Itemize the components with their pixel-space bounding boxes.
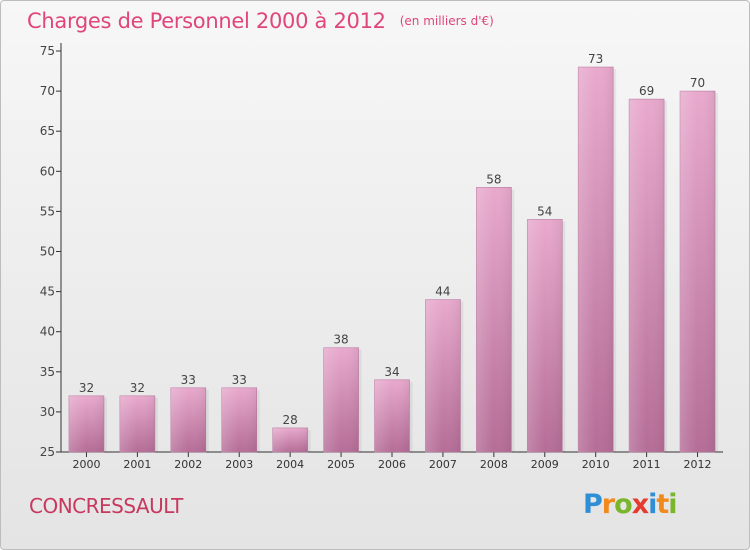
bar-value-label: 58 [486, 172, 501, 186]
bar-value-label: 32 [130, 381, 145, 395]
chart-title: Charges de Personnel 2000 à 2012 (en mill… [27, 9, 494, 33]
x-tick-label: 2000 [72, 458, 100, 471]
bar-value-label: 44 [435, 285, 450, 299]
bar-sheen [425, 299, 461, 452]
y-tick-label: 25 [40, 445, 55, 459]
bar-sheen [527, 219, 563, 452]
bar-sheen [170, 387, 206, 452]
bar-value-label: 33 [181, 373, 196, 387]
chart-unit-text: (en milliers d'€) [399, 14, 494, 28]
y-tick-label: 60 [40, 164, 55, 178]
bar-value-label: 38 [333, 333, 348, 347]
x-tick-label: 2007 [429, 458, 457, 471]
x-tick-label: 2003 [225, 458, 253, 471]
x-tick-label: 2005 [327, 458, 355, 471]
bar-sheen [374, 379, 410, 452]
bar-value-label: 32 [79, 381, 94, 395]
x-tick-label: 2001 [123, 458, 151, 471]
bar-value-label: 70 [690, 76, 705, 90]
y-tick-label: 35 [40, 365, 55, 379]
x-tick-label: 2008 [480, 458, 508, 471]
bar-value-label: 73 [588, 52, 603, 66]
y-tick-label: 65 [40, 124, 55, 138]
y-tick-label: 45 [40, 285, 55, 299]
y-tick-label: 75 [40, 44, 55, 58]
bar-sheen [578, 67, 614, 452]
bar-sheen [680, 91, 716, 452]
bar-sheen [68, 395, 104, 452]
y-tick-label: 55 [40, 204, 55, 218]
x-tick-label: 2006 [378, 458, 406, 471]
bar-sheen [323, 347, 359, 452]
chart-title-text: Charges de Personnel 2000 à 2012 [27, 9, 386, 33]
x-tick-label: 2010 [582, 458, 610, 471]
x-tick-label: 2002 [174, 458, 202, 471]
bar-value-label: 69 [639, 84, 654, 98]
x-tick-label: 2004 [276, 458, 304, 471]
y-tick-label: 30 [40, 405, 55, 419]
bar-sheen [119, 395, 155, 452]
x-tick-label: 2011 [633, 458, 661, 471]
bar-value-label: 34 [384, 365, 399, 379]
y-tick-label: 40 [40, 325, 55, 339]
bar-value-label: 54 [537, 204, 552, 218]
bar-value-label: 33 [232, 373, 247, 387]
y-tick-label: 70 [40, 84, 55, 98]
x-tick-label: 2009 [531, 458, 559, 471]
bar-value-label: 28 [283, 413, 298, 427]
commune-name: CONCRESSAULT [29, 494, 183, 518]
bar-sheen [221, 387, 257, 452]
bar-sheen [272, 427, 308, 452]
proxiti-logo: Proxiti [583, 489, 678, 520]
x-tick-label: 2012 [684, 458, 712, 471]
y-tick-label: 50 [40, 245, 55, 259]
bar-sheen [629, 99, 665, 453]
bar-sheen [476, 187, 512, 452]
